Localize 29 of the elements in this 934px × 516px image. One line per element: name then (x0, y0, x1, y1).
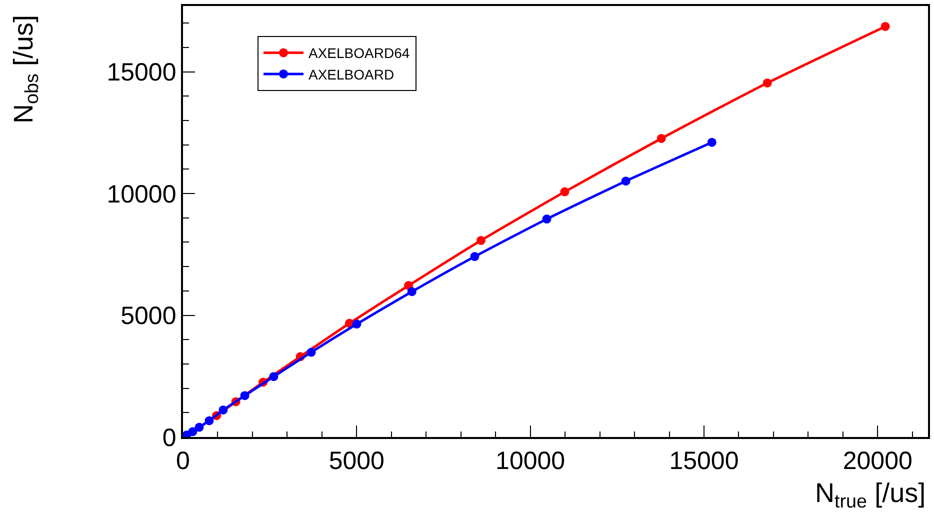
x-tick-label: 5000 (328, 446, 384, 475)
point (476, 236, 486, 245)
point (204, 416, 214, 426)
x-tick-label: 15000 (669, 446, 739, 475)
point (240, 391, 250, 400)
point (352, 320, 362, 329)
point (707, 138, 716, 147)
x-axis-title: N$_{true}$ [/us] (815, 478, 926, 513)
point (762, 78, 772, 88)
point (407, 287, 416, 296)
point (194, 422, 204, 432)
point (470, 252, 480, 262)
point (880, 22, 890, 31)
point (560, 187, 570, 196)
legend-label: AXELBOARD (308, 66, 394, 82)
y-tick-label: 15000 (106, 58, 176, 86)
legend-label: AXELBOARD64 (308, 45, 410, 62)
y-tick-label: 10000 (106, 180, 176, 208)
x-tick-label: 10000 (496, 446, 566, 475)
point (621, 176, 630, 186)
x-tick-label: 20000 (842, 446, 912, 475)
point (542, 214, 552, 224)
y-tick-label: 0 (162, 424, 176, 452)
point (188, 427, 198, 436)
y-tick-label: 5000 (120, 302, 176, 330)
point (218, 405, 228, 414)
point (306, 348, 316, 357)
point (269, 372, 278, 382)
point (656, 134, 666, 143)
